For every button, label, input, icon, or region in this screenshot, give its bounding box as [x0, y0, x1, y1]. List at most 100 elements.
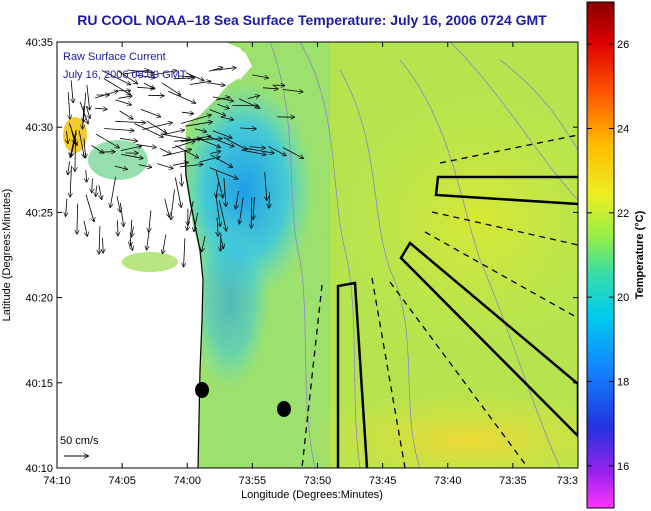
colorbar	[586, 1, 615, 509]
current-vector	[178, 76, 192, 77]
current-vector	[244, 147, 274, 153]
current-vector	[77, 203, 78, 234]
current-vector	[101, 70, 131, 85]
current-vector	[208, 136, 234, 147]
current-vector	[70, 129, 77, 157]
current-vector	[202, 236, 206, 251]
station-marker-south	[277, 401, 291, 417]
current-vector	[86, 84, 90, 110]
current-vector	[146, 120, 167, 133]
y-tick-label: 40:20	[25, 293, 53, 305]
x-tick-label: 73:3	[557, 475, 578, 487]
current-vector	[181, 173, 182, 186]
y-axis-ticks: 40:35 40:30 40:25 40:20 40:15 40:10	[25, 37, 578, 475]
current-vector	[66, 198, 67, 216]
x-tick-label: 73:35	[499, 475, 527, 487]
current-vector	[175, 145, 199, 158]
current-vector	[163, 130, 184, 135]
current-vector	[168, 90, 195, 103]
current-vector	[159, 147, 171, 154]
current-vector	[210, 151, 220, 153]
current-vector	[209, 83, 225, 85]
current-vector	[265, 171, 267, 200]
current-vector	[247, 96, 259, 100]
current-legend-line1: Raw Surface Current	[63, 51, 166, 63]
x-tick-label: 73:45	[369, 475, 397, 487]
current-vector	[262, 88, 278, 89]
current-vector	[123, 70, 148, 75]
current-vector	[94, 108, 107, 109]
station-marker-north	[195, 382, 209, 398]
current-vector	[85, 105, 90, 118]
current-vector	[115, 99, 131, 105]
current-vector	[140, 109, 161, 116]
current-vector	[78, 130, 84, 158]
current-vector	[84, 138, 86, 158]
chart-title: RU COOL NOAA–18 Sea Surface Temperature:…	[77, 12, 547, 28]
current-vector	[209, 167, 238, 179]
current-vector	[119, 202, 123, 226]
current-vector	[184, 238, 185, 266]
x-tick-label: 74:10	[43, 475, 71, 487]
current-vector	[194, 212, 199, 231]
current-vector	[99, 226, 100, 253]
current-vector	[147, 230, 150, 250]
current-vector	[134, 123, 164, 138]
x-tick-label: 74:00	[173, 475, 201, 487]
y-tick-label: 40:10	[25, 463, 53, 475]
current-vector	[172, 162, 188, 166]
current-vector	[96, 185, 97, 196]
current-vector	[132, 226, 134, 237]
current-vector	[68, 92, 70, 119]
current-vector	[208, 67, 222, 72]
current-vector	[219, 236, 223, 248]
current-vector	[216, 97, 229, 101]
current-vector	[185, 122, 212, 127]
current-vector	[212, 130, 232, 138]
current-vector	[217, 103, 230, 108]
current-vector	[157, 163, 173, 169]
colorbar-tick-label: 20	[617, 292, 629, 304]
transect-box-south	[336, 281, 369, 468]
current-vector	[253, 197, 254, 219]
current-vector	[252, 74, 268, 78]
current-vector	[249, 147, 266, 149]
current-vector	[185, 72, 204, 81]
current-vector	[179, 164, 203, 166]
current-vector	[83, 92, 85, 122]
current-vector	[239, 197, 244, 224]
current-vector	[117, 70, 138, 84]
current-vector	[172, 141, 195, 149]
offshore-warm-zone	[320, 70, 578, 370]
current-vector	[215, 195, 220, 226]
southern-warm-zone	[300, 390, 578, 468]
current-vector	[209, 109, 226, 116]
x-tick-label: 73:55	[239, 475, 267, 487]
current-vector	[118, 96, 131, 98]
inland-cool-patch	[88, 140, 148, 180]
colorbar-label: Temperature (°C)	[634, 210, 646, 299]
colorbar-tick-label: 16	[617, 461, 629, 473]
current-vector	[142, 123, 172, 130]
current-vector	[212, 96, 233, 101]
transect-box-east	[434, 175, 578, 206]
current-vector	[223, 137, 247, 149]
current-vector	[216, 182, 219, 197]
current-vector	[162, 149, 192, 157]
current-vector	[92, 178, 93, 192]
current-vector	[164, 198, 169, 217]
current-vector	[120, 146, 141, 151]
current-vector	[70, 165, 71, 197]
current-vector	[180, 115, 211, 124]
current-vector	[86, 170, 87, 182]
current-vector	[212, 68, 236, 71]
current-legend-line2: July 16, 2006 08:00 GMT	[63, 69, 187, 81]
current-vector	[171, 189, 175, 220]
current-vector	[210, 154, 233, 167]
y-tick-label: 40:15	[25, 378, 53, 390]
current-vector	[190, 81, 210, 85]
current-vector	[104, 129, 134, 131]
current-vector	[174, 139, 201, 142]
current-vector	[68, 122, 77, 146]
